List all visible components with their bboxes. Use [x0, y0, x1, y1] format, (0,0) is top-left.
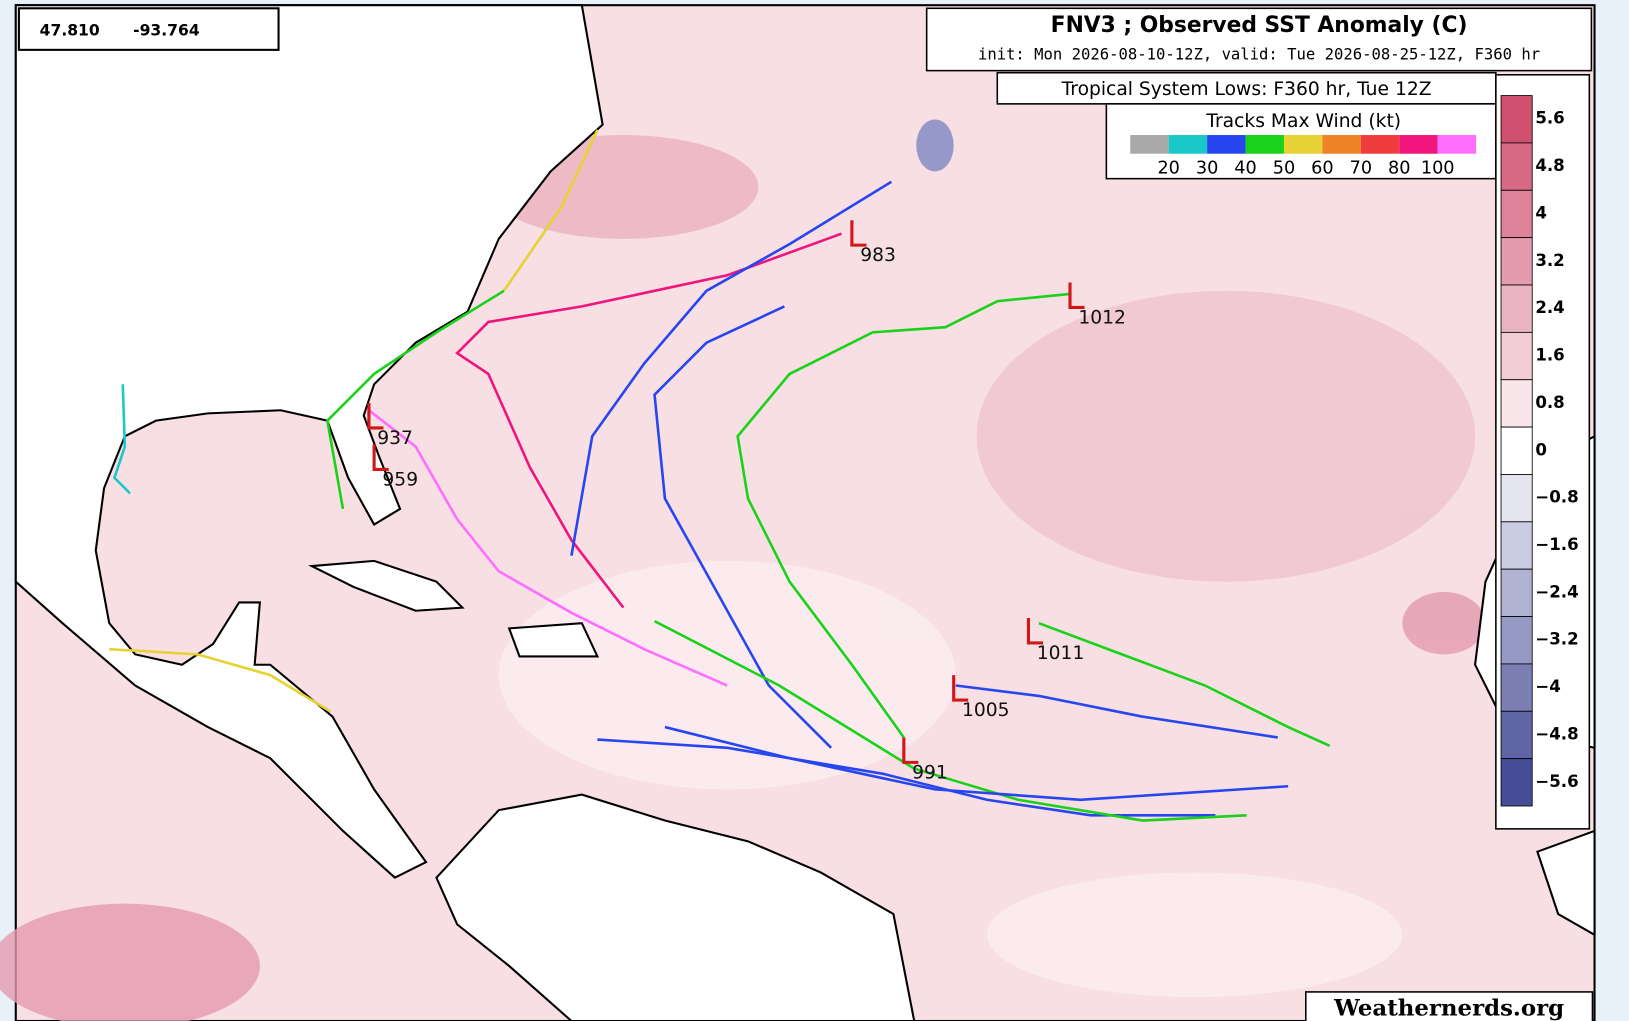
sst-blobs	[0, 119, 1486, 1021]
wind-scale: 20 30 40 50 60 70 80 100	[1130, 135, 1477, 178]
wind-label: 70	[1350, 158, 1372, 178]
colorbar-cell	[1500, 426, 1533, 475]
colorbar-label: −1.6	[1535, 535, 1578, 554]
low-marker	[850, 220, 867, 247]
watermark-box	[1305, 991, 1594, 1021]
colorbar-cell	[1500, 95, 1533, 144]
colorbar-label: −3.2	[1535, 630, 1578, 649]
colorbar-label: −0.8	[1535, 488, 1578, 507]
colorbar-cell	[1500, 474, 1533, 523]
colorbar-label: −5.6	[1535, 772, 1578, 791]
tracks	[109, 129, 1331, 822]
colorbar-cell	[1500, 521, 1533, 570]
watermark: Weathernerds.org	[1333, 996, 1564, 1021]
lows-title: Tropical System Lows: F360 hr, Tue 12Z	[1061, 79, 1432, 100]
low-marker	[1068, 282, 1085, 310]
low-label: 983	[860, 245, 896, 266]
low-marker	[952, 675, 969, 702]
low-label: 1011	[1037, 643, 1085, 664]
wind-label: 60	[1311, 158, 1333, 178]
colorbar-cell	[1500, 189, 1533, 239]
wind-label: 50	[1273, 158, 1295, 178]
colorbar-label: 1.6	[1535, 346, 1564, 365]
colorbar-label: 3.2	[1535, 251, 1564, 270]
wind-label: 20	[1157, 158, 1179, 178]
wind-swatch	[1130, 135, 1169, 154]
map-subtitle: init: Mon 2026-08-10-12Z, valid: Tue 202…	[978, 46, 1540, 64]
colorbar-cell	[1500, 331, 1533, 381]
colorbar-cell	[1500, 379, 1533, 428]
coords-box	[17, 7, 280, 51]
colorbar-label: −2.4	[1535, 582, 1578, 601]
low-label: 959	[382, 469, 418, 490]
title-box	[925, 7, 1593, 72]
colorbar-label: 5.6	[1535, 109, 1564, 128]
colorbar-label: 4.8	[1535, 156, 1564, 175]
low-marker	[902, 737, 919, 764]
colorbar-label: 4	[1535, 203, 1547, 222]
low-label: 1012	[1078, 307, 1126, 328]
colorbar-label: 0.8	[1535, 393, 1564, 412]
colorbar-cell	[1500, 758, 1533, 807]
wind-swatch	[1399, 135, 1438, 154]
wind-label: 80	[1388, 158, 1410, 178]
wind-label: 100	[1421, 158, 1455, 178]
map-title: FNV3 ; Observed SST Anomaly (C)	[1051, 13, 1468, 38]
colorbar-label: 0	[1535, 440, 1547, 459]
colorbar-label: −4.8	[1535, 724, 1578, 743]
wind-swatch	[1283, 135, 1323, 154]
colorbar-cell	[1500, 568, 1533, 617]
colorbar-cell	[1500, 284, 1533, 333]
low-marker	[1026, 618, 1044, 645]
low-label: 937	[377, 428, 413, 449]
wind-label: 40	[1234, 158, 1256, 178]
wind-label: 30	[1196, 158, 1218, 178]
wind-swatch	[1360, 135, 1400, 154]
longitude: -93.764	[133, 22, 200, 40]
wind-swatch	[1207, 135, 1246, 154]
wind-swatch	[1437, 135, 1477, 154]
colorbar-cell	[1500, 710, 1533, 760]
colorbar-label: −4	[1535, 677, 1560, 696]
lows-box	[996, 71, 1497, 105]
low-marker	[367, 402, 384, 430]
colorbar-cell	[1500, 237, 1533, 286]
colorbar-cell	[1500, 142, 1533, 191]
wind-legend-title: Tracks Max Wind (kt)	[1205, 111, 1401, 132]
low-label: 1005	[962, 700, 1010, 721]
colorbar-cell	[1500, 663, 1533, 712]
wind-swatch	[1245, 135, 1284, 154]
colorbar-cell	[1500, 616, 1533, 665]
latitude: 47.810	[40, 22, 100, 40]
low-label: 991	[912, 762, 948, 783]
colorbar: 5.6 4.8 4 3.2 2.4 1.6 0.8 0 −0.8 −1.6 −2.4 −3.2 −4 −4…	[1500, 95, 1579, 807]
colorbar-label: 2.4	[1535, 298, 1564, 317]
lows: 983 1012 937 959 1011 1005 991	[367, 220, 1126, 783]
wind-swatch	[1322, 135, 1361, 154]
low-marker	[372, 444, 389, 472]
wind-swatch	[1168, 135, 1208, 154]
